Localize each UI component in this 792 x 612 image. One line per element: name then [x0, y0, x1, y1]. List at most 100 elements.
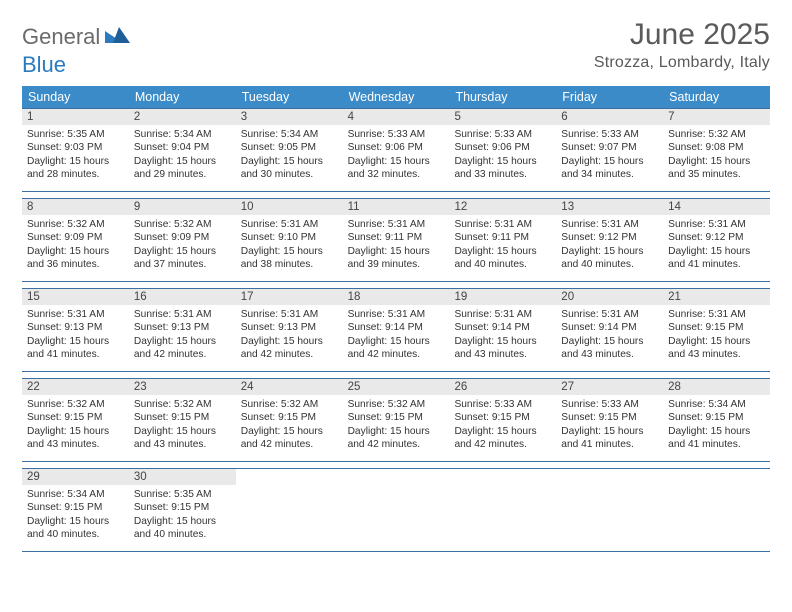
daylight-text: Daylight: 15 hours and 33 minutes.: [454, 155, 551, 182]
day-number: 2: [129, 109, 236, 125]
sunrise-text: Sunrise: 5:31 AM: [561, 308, 658, 321]
daylight-text: Daylight: 15 hours and 40 minutes.: [561, 245, 658, 272]
day-cell: 16Sunrise: 5:31 AMSunset: 9:13 PMDayligh…: [129, 289, 236, 371]
sunset-text: Sunset: 9:13 PM: [241, 321, 338, 334]
day-number: 13: [556, 199, 663, 215]
sunset-text: Sunset: 9:15 PM: [27, 501, 124, 514]
day-cell: 11Sunrise: 5:31 AMSunset: 9:11 PMDayligh…: [343, 199, 450, 281]
daylight-text: Daylight: 15 hours and 42 minutes.: [241, 425, 338, 452]
sunrise-text: Sunrise: 5:32 AM: [348, 398, 445, 411]
day-body: Sunrise: 5:34 AMSunset: 9:15 PMDaylight:…: [663, 395, 770, 457]
day-body: Sunrise: 5:31 AMSunset: 9:14 PMDaylight:…: [556, 305, 663, 367]
weekday-tuesday: Tuesday: [236, 86, 343, 108]
daylight-text: Daylight: 15 hours and 42 minutes.: [241, 335, 338, 362]
weekday-thursday: Thursday: [449, 86, 556, 108]
day-cell: 8Sunrise: 5:32 AMSunset: 9:09 PMDaylight…: [22, 199, 129, 281]
day-cell: 2Sunrise: 5:34 AMSunset: 9:04 PMDaylight…: [129, 109, 236, 191]
sunrise-text: Sunrise: 5:34 AM: [241, 128, 338, 141]
weekday-saturday: Saturday: [663, 86, 770, 108]
sunset-text: Sunset: 9:14 PM: [454, 321, 551, 334]
day-number: 7: [663, 109, 770, 125]
weekday-wednesday: Wednesday: [343, 86, 450, 108]
sunrise-text: Sunrise: 5:31 AM: [348, 308, 445, 321]
sunset-text: Sunset: 9:15 PM: [27, 411, 124, 424]
daylight-text: Daylight: 15 hours and 40 minutes.: [134, 515, 231, 542]
sunrise-text: Sunrise: 5:33 AM: [561, 398, 658, 411]
day-cell: 13Sunrise: 5:31 AMSunset: 9:12 PMDayligh…: [556, 199, 663, 281]
day-number: 29: [22, 469, 129, 485]
day-body: Sunrise: 5:31 AMSunset: 9:11 PMDaylight:…: [343, 215, 450, 277]
day-cell: 23Sunrise: 5:32 AMSunset: 9:15 PMDayligh…: [129, 379, 236, 461]
day-number: 19: [449, 289, 556, 305]
day-body: Sunrise: 5:35 AMSunset: 9:03 PMDaylight:…: [22, 125, 129, 187]
sunrise-text: Sunrise: 5:31 AM: [454, 308, 551, 321]
sunrise-text: Sunrise: 5:34 AM: [668, 398, 765, 411]
day-number: 6: [556, 109, 663, 125]
location: Strozza, Lombardy, Italy: [594, 54, 770, 72]
day-cell-empty: [663, 469, 770, 551]
day-body: Sunrise: 5:31 AMSunset: 9:11 PMDaylight:…: [449, 215, 556, 277]
daylight-text: Daylight: 15 hours and 43 minutes.: [27, 425, 124, 452]
daylight-text: Daylight: 15 hours and 30 minutes.: [241, 155, 338, 182]
day-number: 3: [236, 109, 343, 125]
daylight-text: Daylight: 15 hours and 41 minutes.: [561, 425, 658, 452]
day-body: Sunrise: 5:33 AMSunset: 9:06 PMDaylight:…: [343, 125, 450, 187]
sunrise-text: Sunrise: 5:31 AM: [454, 218, 551, 231]
day-body: Sunrise: 5:31 AMSunset: 9:13 PMDaylight:…: [22, 305, 129, 367]
day-cell-empty: [449, 469, 556, 551]
day-cell: 22Sunrise: 5:32 AMSunset: 9:15 PMDayligh…: [22, 379, 129, 461]
daylight-text: Daylight: 15 hours and 40 minutes.: [27, 515, 124, 542]
sunset-text: Sunset: 9:06 PM: [454, 141, 551, 154]
sunset-text: Sunset: 9:15 PM: [668, 411, 765, 424]
day-number: 14: [663, 199, 770, 215]
weekday-header-row: SundayMondayTuesdayWednesdayThursdayFrid…: [22, 86, 770, 108]
day-body: Sunrise: 5:34 AMSunset: 9:04 PMDaylight:…: [129, 125, 236, 187]
daylight-text: Daylight: 15 hours and 42 minutes.: [348, 425, 445, 452]
week-row: 22Sunrise: 5:32 AMSunset: 9:15 PMDayligh…: [22, 378, 770, 462]
sunrise-text: Sunrise: 5:31 AM: [241, 218, 338, 231]
day-body: Sunrise: 5:34 AMSunset: 9:15 PMDaylight:…: [22, 485, 129, 547]
logo-text-general: General: [22, 24, 100, 50]
sunrise-text: Sunrise: 5:33 AM: [561, 128, 658, 141]
day-number: 4: [343, 109, 450, 125]
daylight-text: Daylight: 15 hours and 41 minutes.: [668, 425, 765, 452]
sunrise-text: Sunrise: 5:35 AM: [27, 128, 124, 141]
sunset-text: Sunset: 9:08 PM: [668, 141, 765, 154]
day-cell: 12Sunrise: 5:31 AMSunset: 9:11 PMDayligh…: [449, 199, 556, 281]
sunrise-text: Sunrise: 5:33 AM: [348, 128, 445, 141]
sunset-text: Sunset: 9:09 PM: [134, 231, 231, 244]
sunset-text: Sunset: 9:07 PM: [561, 141, 658, 154]
sunrise-text: Sunrise: 5:32 AM: [27, 218, 124, 231]
sunset-text: Sunset: 9:11 PM: [454, 231, 551, 244]
daylight-text: Daylight: 15 hours and 42 minutes.: [454, 425, 551, 452]
daylight-text: Daylight: 15 hours and 36 minutes.: [27, 245, 124, 272]
sunset-text: Sunset: 9:12 PM: [668, 231, 765, 244]
sunrise-text: Sunrise: 5:32 AM: [668, 128, 765, 141]
daylight-text: Daylight: 15 hours and 28 minutes.: [27, 155, 124, 182]
sunrise-text: Sunrise: 5:34 AM: [134, 128, 231, 141]
day-cell: 9Sunrise: 5:32 AMSunset: 9:09 PMDaylight…: [129, 199, 236, 281]
sunrise-text: Sunrise: 5:33 AM: [454, 128, 551, 141]
day-body: Sunrise: 5:33 AMSunset: 9:15 PMDaylight:…: [449, 395, 556, 457]
sunset-text: Sunset: 9:10 PM: [241, 231, 338, 244]
daylight-text: Daylight: 15 hours and 43 minutes.: [454, 335, 551, 362]
day-body: Sunrise: 5:32 AMSunset: 9:09 PMDaylight:…: [22, 215, 129, 277]
day-number: 26: [449, 379, 556, 395]
sunrise-text: Sunrise: 5:31 AM: [348, 218, 445, 231]
logo-mark-icon: [105, 27, 131, 50]
sunset-text: Sunset: 9:13 PM: [27, 321, 124, 334]
daylight-text: Daylight: 15 hours and 39 minutes.: [348, 245, 445, 272]
day-body: Sunrise: 5:32 AMSunset: 9:08 PMDaylight:…: [663, 125, 770, 187]
day-cell: 26Sunrise: 5:33 AMSunset: 9:15 PMDayligh…: [449, 379, 556, 461]
daylight-text: Daylight: 15 hours and 40 minutes.: [454, 245, 551, 272]
daylight-text: Daylight: 15 hours and 43 minutes.: [134, 425, 231, 452]
day-number: 10: [236, 199, 343, 215]
day-cell: 29Sunrise: 5:34 AMSunset: 9:15 PMDayligh…: [22, 469, 129, 551]
day-body: Sunrise: 5:31 AMSunset: 9:13 PMDaylight:…: [129, 305, 236, 367]
day-cell: 18Sunrise: 5:31 AMSunset: 9:14 PMDayligh…: [343, 289, 450, 371]
week-row: 29Sunrise: 5:34 AMSunset: 9:15 PMDayligh…: [22, 468, 770, 552]
sunset-text: Sunset: 9:14 PM: [561, 321, 658, 334]
daylight-text: Daylight: 15 hours and 42 minutes.: [134, 335, 231, 362]
sunrise-text: Sunrise: 5:32 AM: [134, 398, 231, 411]
sunrise-text: Sunrise: 5:32 AM: [27, 398, 124, 411]
